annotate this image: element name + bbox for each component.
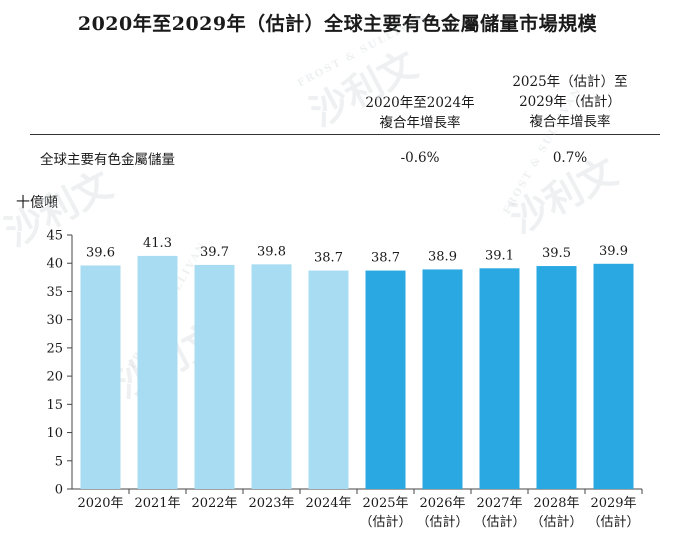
cagr-col1-header-line1: 2020年至2024年 xyxy=(365,95,475,111)
chart-labels: 39.6 2020年 41.3 2021年 39.7 2022年 39.8 2023年 38.7… xyxy=(77,236,639,530)
x-category-label: 2023年 xyxy=(248,496,294,511)
y-tick-label: 20 xyxy=(46,370,63,385)
y-tick-label: 45 xyxy=(46,229,63,244)
x-category-sublabel: （估計） xyxy=(473,514,525,530)
y-tick-label: 40 xyxy=(46,257,63,272)
x-category-sublabel: （估計） xyxy=(587,514,639,530)
cagr-table: 2020年至2024年 複合年增長率 2025年（估計）至 2029年（估計） … xyxy=(0,0,675,180)
cagr-row-label: 全球主要有色金屬儲量 xyxy=(40,152,175,168)
y-tick-label: 5 xyxy=(55,454,63,469)
bar xyxy=(80,265,121,489)
cagr-header-rule xyxy=(30,134,660,135)
y-tick-label: 0 xyxy=(55,483,63,498)
x-category-sublabel: （估計） xyxy=(530,514,582,530)
bar-value-label: 39.1 xyxy=(485,248,514,263)
cagr-col2-header-line2: 2029年（估計） xyxy=(519,94,621,110)
bar-value-label: 39.8 xyxy=(257,244,286,259)
y-tick-label: 25 xyxy=(46,341,63,356)
cagr-col1-header-line2: 複合年增長率 xyxy=(379,115,461,131)
cagr-col2-header-line1: 2025年（估計）至 xyxy=(512,74,628,90)
y-tick-label: 15 xyxy=(46,398,63,413)
bar xyxy=(137,255,178,489)
cagr-col1-value: -0.6% xyxy=(400,150,440,166)
bar-value-label: 38.7 xyxy=(371,251,400,266)
bar-value-label: 39.5 xyxy=(542,246,571,261)
bar-value-label: 39.9 xyxy=(599,244,628,259)
bar xyxy=(479,268,520,489)
x-category-label: 2021年 xyxy=(134,496,180,511)
bar xyxy=(365,270,406,489)
bar-value-label: 38.7 xyxy=(314,251,343,266)
bar-value-label: 39.6 xyxy=(86,245,115,260)
chart-title: 2020年至2029年（估計）全球主要有色金屬儲量市場規模 xyxy=(77,13,598,35)
cagr-col2-header-line3: 複合年增長率 xyxy=(529,114,611,130)
x-category-label: 2028年 xyxy=(533,496,579,511)
bar-value-label: 38.9 xyxy=(428,249,457,264)
x-category-label: 2022年 xyxy=(191,496,237,511)
cagr-col1-header: 2020年至2024年 複合年增長率 xyxy=(340,93,500,133)
bar xyxy=(422,269,463,489)
bar-value-label: 39.7 xyxy=(200,245,229,260)
x-category-label: 2029年 xyxy=(590,496,636,511)
x-category-label: 2027年 xyxy=(476,496,522,511)
y-axis-unit-label: 十億噸 xyxy=(16,195,58,211)
y-tick-label: 35 xyxy=(46,285,63,300)
y-tick-label: 10 xyxy=(46,426,63,441)
bar xyxy=(536,266,577,489)
x-category-sublabel: （估計） xyxy=(359,514,411,530)
x-category-label: 2025年 xyxy=(362,496,408,511)
x-category-sublabel: （估計） xyxy=(416,514,468,530)
x-category-label: 2020年 xyxy=(77,496,123,511)
cagr-col2-header: 2025年（估計）至 2029年（估計） 複合年增長率 xyxy=(490,72,650,132)
chart-bars xyxy=(80,255,634,489)
x-category-label: 2026年 xyxy=(419,496,465,511)
bar xyxy=(194,264,235,489)
y-tick-label: 30 xyxy=(46,313,63,328)
bar xyxy=(308,270,349,489)
cagr-col2-value: 0.7% xyxy=(552,150,588,166)
bar-value-label: 41.3 xyxy=(143,236,172,251)
bar xyxy=(593,263,634,489)
bar xyxy=(251,264,292,489)
x-category-label: 2024年 xyxy=(305,496,351,511)
